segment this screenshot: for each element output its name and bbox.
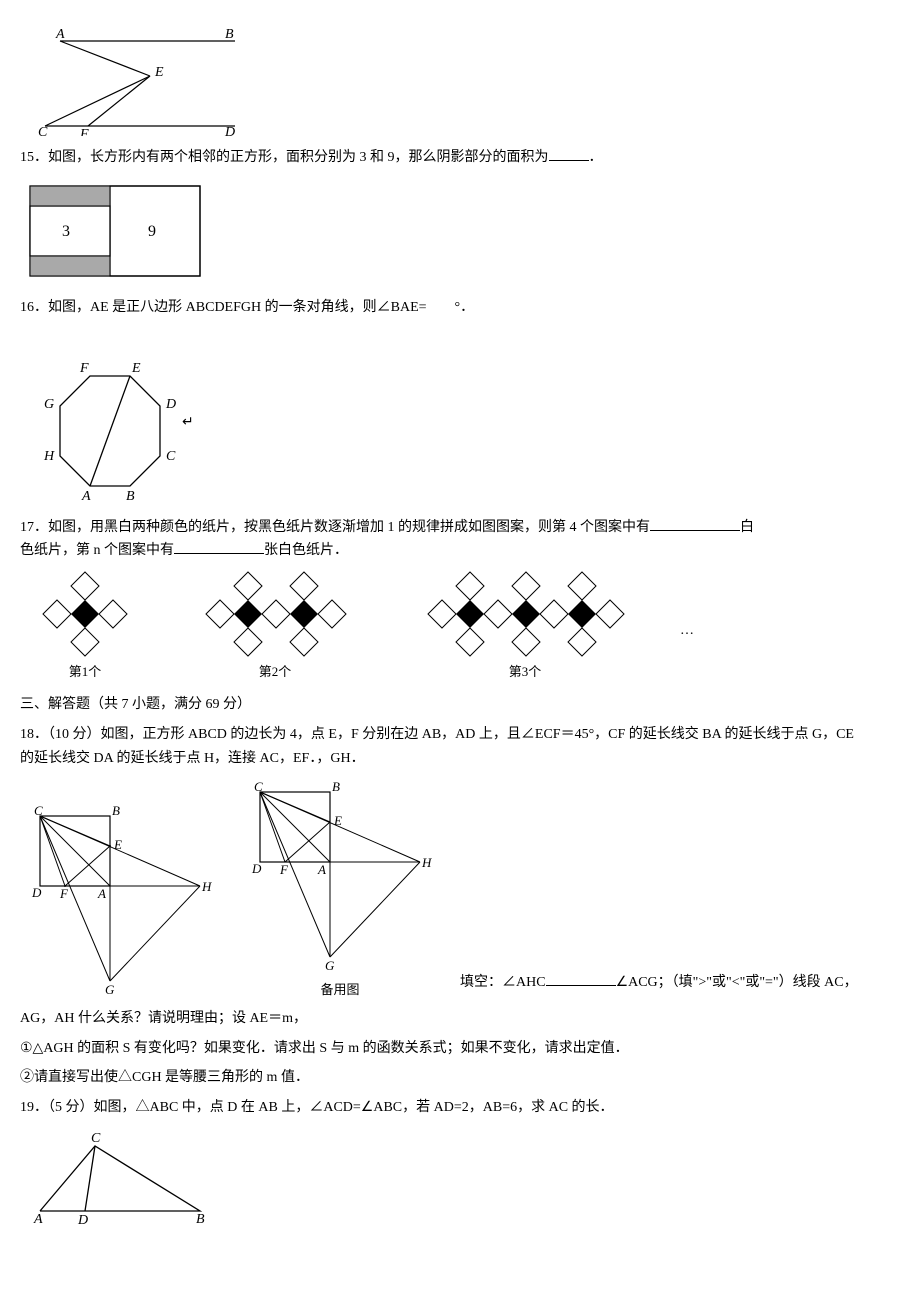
label-C: C — [38, 125, 48, 136]
svg-text:A: A — [317, 862, 326, 877]
svg-text:D: D — [251, 861, 262, 876]
q15-blank — [549, 146, 589, 161]
q15-body: 15．如图，长方形内有两个相邻的正方形，面积分别为 3 和 9，那么阴影部分的面… — [20, 150, 549, 165]
svg-text:F: F — [59, 886, 69, 901]
q15-figure: 3 9 — [20, 176, 860, 286]
arrow-glyph: ↵ — [182, 415, 194, 430]
svg-text:D: D — [31, 885, 42, 900]
svg-text:C: C — [34, 803, 43, 818]
q17-cap3: 第3个 — [400, 661, 650, 683]
q18-p2: AG，AH 什么关系？请说明理由；设 AE＝m， — [20, 1007, 860, 1031]
q18-p4: ②请直接写出使△CGH 是等腰三角形的 m 值． — [20, 1066, 860, 1090]
q19-figure: A B C D — [20, 1126, 860, 1226]
q18-backup-caption: 备用图 — [240, 979, 440, 1001]
svg-text:H: H — [421, 855, 432, 870]
svg-text:B: B — [332, 779, 340, 794]
label-F: F — [79, 127, 89, 136]
q17-blank2 — [174, 539, 264, 554]
svg-text:C: C — [254, 779, 263, 794]
label-E: E — [131, 361, 141, 376]
svg-text:C: C — [91, 1131, 101, 1146]
q17-text: 17．如图，用黑白两种颜色的纸片，按黑色纸片数逐渐增加 1 的规律拼成如图图案，… — [20, 516, 860, 564]
svg-text:E: E — [333, 813, 342, 828]
label-G: G — [44, 397, 54, 412]
svg-text:G: G — [105, 982, 115, 997]
q18-p1: 18．（10 分）如图，正方形 ABCD 的边长为 4，点 E，F 分别在边 A… — [20, 723, 860, 771]
svg-text:A: A — [97, 886, 106, 901]
q16-text: 16．如图，AE 是正八边形 ABCDEFGH 的一条对角线，则∠BAE= °． — [20, 296, 860, 320]
q17-cap2: 第2个 — [180, 661, 370, 683]
svg-text:B: B — [196, 1212, 205, 1226]
q15-text: 15．如图，长方形内有两个相邻的正方形，面积分别为 3 和 9，那么阴影部分的面… — [20, 146, 860, 170]
label-E: E — [154, 65, 164, 80]
label-C: C — [166, 449, 176, 464]
q14-figure: A B C D E F — [20, 26, 860, 136]
label-D: D — [224, 125, 235, 136]
svg-text:G: G — [325, 958, 335, 973]
label-H: H — [43, 449, 55, 464]
label-B: B — [225, 27, 234, 42]
label-A: A — [55, 27, 65, 42]
q16-figure: A B C D E F G H ↵ — [20, 326, 860, 506]
svg-text:B: B — [112, 803, 120, 818]
q17-figure: 第1个 第2个 — [20, 569, 860, 683]
q17-cap1: 第1个 — [20, 661, 150, 683]
svg-text:H: H — [201, 879, 212, 894]
q15-tail: ． — [589, 150, 603, 165]
svg-text:E: E — [113, 837, 122, 852]
svg-text:A: A — [33, 1212, 43, 1226]
label-A: A — [81, 489, 91, 504]
svg-text:F: F — [279, 862, 289, 877]
label-9: 9 — [148, 223, 156, 240]
q17-ellipsis: … — [680, 619, 694, 683]
q18-blank — [546, 971, 616, 986]
label-3: 3 — [62, 223, 70, 240]
label-B: B — [126, 489, 135, 504]
q18-p3: ①△AGH 的面积 S 有变化吗？如果变化．请求出 S 与 m 的函数关系式；如… — [20, 1037, 860, 1061]
q19-text: 19．（5 分）如图，△ABC 中，点 D 在 AB 上，∠ACD=∠ABC，若… — [20, 1096, 860, 1120]
label-D: D — [165, 397, 176, 412]
q17-blank1 — [650, 516, 740, 531]
svg-text:D: D — [77, 1213, 88, 1226]
label-F: F — [79, 361, 89, 376]
section3-heading: 三、解答题（共 7 小题，满分 69 分） — [20, 693, 860, 717]
q18-figures: C B D A E F H G C — [20, 777, 860, 1001]
